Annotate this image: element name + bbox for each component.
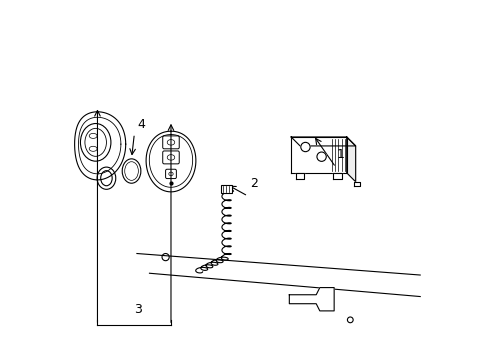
Bar bbox=[333, 173, 341, 179]
Polygon shape bbox=[289, 288, 333, 311]
Text: 4: 4 bbox=[137, 117, 144, 131]
Polygon shape bbox=[346, 137, 355, 182]
Bar bbox=[295, 173, 304, 179]
Text: 1: 1 bbox=[336, 148, 344, 161]
Polygon shape bbox=[290, 137, 346, 173]
Text: 3: 3 bbox=[134, 303, 142, 316]
Polygon shape bbox=[146, 131, 196, 192]
Bar bbox=[353, 182, 360, 186]
Text: 2: 2 bbox=[249, 177, 257, 190]
Ellipse shape bbox=[122, 159, 141, 183]
Polygon shape bbox=[290, 137, 355, 146]
Polygon shape bbox=[75, 112, 125, 180]
Bar bbox=[221, 185, 231, 193]
Circle shape bbox=[316, 152, 325, 161]
Circle shape bbox=[300, 142, 309, 152]
